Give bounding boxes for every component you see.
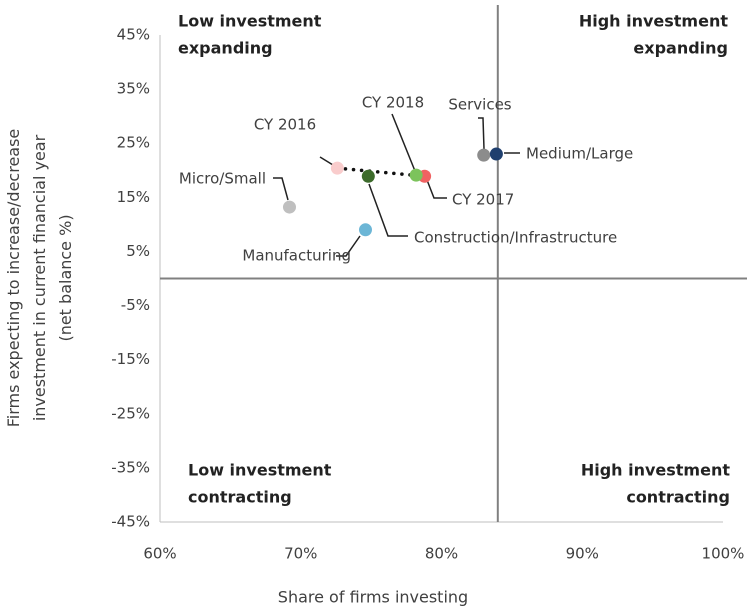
y-tick-label: 35%: [117, 80, 150, 98]
y-tick-label: -25%: [111, 404, 150, 422]
leader-line: [368, 183, 408, 237]
leader-line: [336, 235, 361, 257]
y-axis-label-line: investment in current financial year: [30, 134, 49, 421]
y-tick-label: 5%: [126, 242, 150, 260]
point-label: Medium/Large: [526, 145, 633, 163]
point: [282, 200, 296, 214]
quadrant-label: Low investment: [188, 461, 332, 480]
quadrant-label: Low investment: [178, 12, 322, 31]
quadrant-label: contracting: [626, 488, 730, 507]
quadrant-label: High investment: [581, 461, 731, 480]
y-tick-label: -15%: [111, 350, 150, 368]
quadrant-label: expanding: [178, 39, 273, 58]
point-label: Construction/Infrastructure: [414, 229, 617, 247]
point: [477, 148, 491, 162]
y-tick-label: 15%: [117, 188, 150, 206]
quadrant-label: expanding: [633, 39, 728, 58]
x-tick-label: 60%: [143, 545, 176, 563]
y-axis-label: Firms expecting to increase/decrease inve…: [4, 129, 75, 428]
point-label: Services: [448, 96, 511, 114]
y-tick-label: 45%: [117, 26, 150, 44]
y-axis-label-line: (net balance %): [56, 214, 75, 341]
leader-line: [426, 179, 447, 199]
point-label: CY 2017: [452, 191, 514, 209]
leader-line: [478, 117, 485, 150]
point: [409, 168, 423, 182]
leader-line: [319, 156, 334, 166]
point-label: CY 2018: [362, 94, 424, 112]
quadrant-label: contracting: [188, 488, 292, 507]
y-axis-label-line: Firms expecting to increase/decrease: [4, 129, 23, 428]
x-tick-label: 70%: [284, 545, 317, 563]
point-label: Micro/Small: [179, 170, 266, 188]
point: [330, 161, 344, 175]
x-tick-label: 90%: [566, 545, 599, 563]
point-label: Manufacturing: [242, 247, 351, 265]
x-tick-label: 100%: [702, 545, 745, 563]
y-tick-label: -5%: [121, 296, 150, 314]
point: [361, 169, 375, 183]
point: [489, 147, 503, 161]
point-label: CY 2016: [254, 116, 316, 134]
leader-line: [391, 113, 416, 172]
x-axis-label: Share of firms investing: [278, 588, 468, 607]
leader-line: [273, 177, 289, 201]
x-tick-label: 80%: [425, 545, 458, 563]
point: [358, 223, 372, 237]
y-tick-label: -35%: [111, 458, 150, 476]
y-tick-label: 25%: [117, 134, 150, 152]
y-tick-label: -45%: [111, 513, 150, 531]
quadrant-label: High investment: [579, 12, 729, 31]
